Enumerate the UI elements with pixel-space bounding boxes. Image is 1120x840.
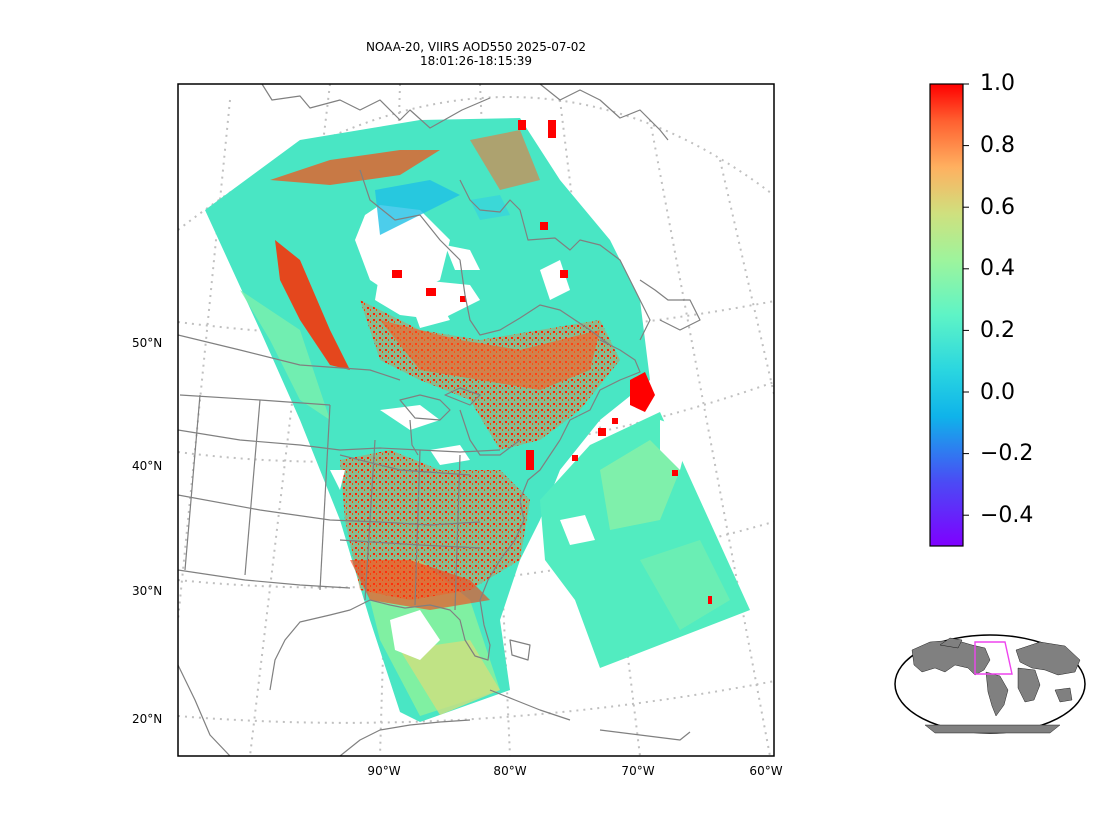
- lon-label-80w: 80°W: [493, 764, 527, 778]
- coastlines: [178, 84, 701, 756]
- colorbar-label-3: 0.6: [980, 195, 1015, 220]
- colorbar-label-8: −0.4: [980, 503, 1034, 528]
- high-aod-patches: [392, 120, 712, 604]
- lon-label-70w: 70°W: [621, 764, 655, 778]
- lat-label-50: 50°N: [132, 336, 163, 350]
- lon-label-90w: 90°W: [367, 764, 401, 778]
- map-title: NOAA-20, VIIRS AOD550 2025-07-02 18:01:2…: [366, 40, 586, 68]
- lon-label-60w: 60°W: [749, 764, 783, 778]
- colorbar: [929, 83, 969, 547]
- aod-swath-land: [205, 118, 650, 722]
- aod-swath-ocean: [540, 412, 750, 668]
- main-map: [178, 84, 774, 756]
- colorbar-label-6: 0.0: [980, 380, 1015, 405]
- map-frame: [177, 83, 775, 757]
- colorbar-label-1: 1.0: [980, 71, 1015, 96]
- colorbar-label-7: −0.2: [980, 441, 1034, 466]
- title-line-2: 18:01:26-18:15:39: [419, 54, 533, 68]
- lat-label-40: 40°N: [132, 459, 163, 473]
- lat-label-20: 20°N: [132, 712, 163, 726]
- colorbar-label-5: 0.2: [980, 318, 1015, 343]
- inset-world-map: [894, 634, 1086, 734]
- colorbar-label-4: 0.4: [980, 256, 1015, 281]
- lat-label-30: 30°N: [132, 584, 163, 598]
- colorbar-label-2: 0.8: [980, 133, 1015, 158]
- inset-highlight-box: [974, 641, 1013, 675]
- title-line-1: NOAA-20, VIIRS AOD550 2025-07-02: [365, 40, 587, 54]
- colorbar-ticks: [963, 83, 969, 516]
